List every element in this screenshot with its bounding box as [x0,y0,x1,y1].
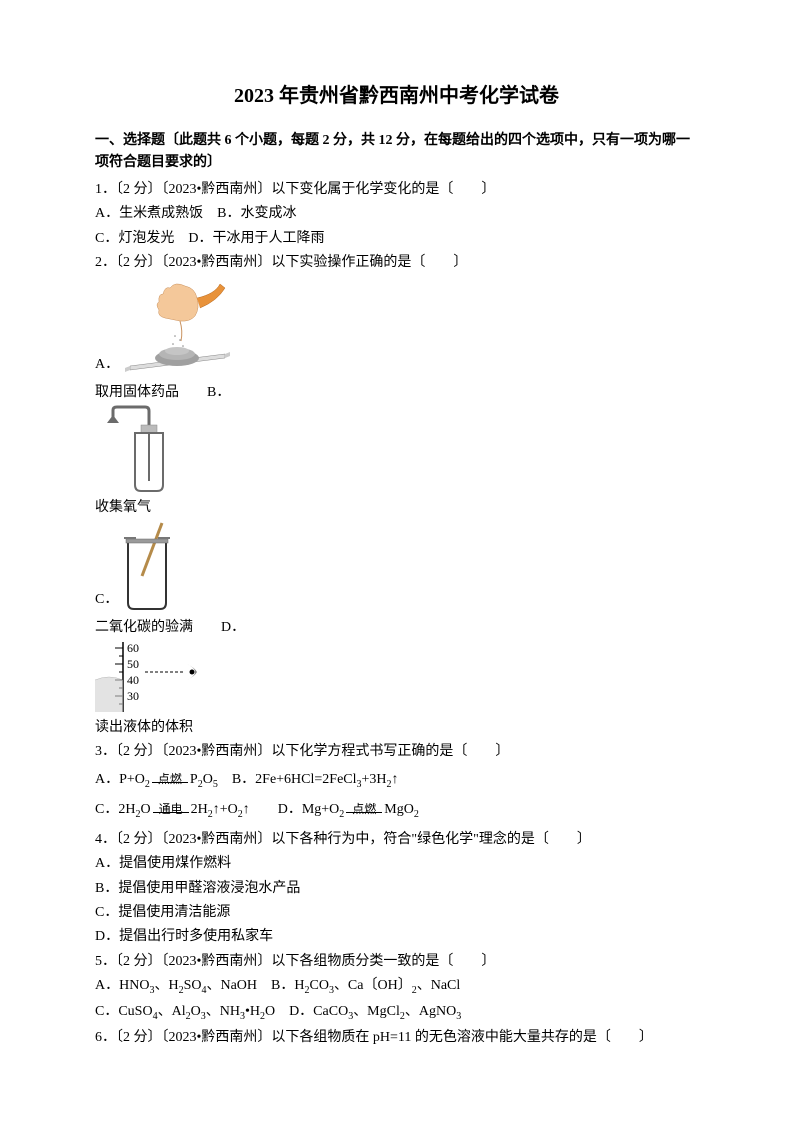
cylinder-icon: 60 50 40 30 [95,640,205,715]
q5-optCD: C．CuSO4、Al2O3、NH3•H2O D．CaCO3、MgCl2、AgNO… [95,1001,698,1025]
q1-optD: D．干冰用于人工降雨 [188,231,324,246]
gas-jar-icon [124,521,184,611]
dianran-label: 点燃 [152,773,188,785]
svg-text:40: 40 [127,673,139,687]
q1-optB: B．水变成冰 [217,206,296,221]
q2-optD-label: D． [221,620,245,635]
q2-afterB-text: 收集氧气 [95,497,698,519]
hand-powder-icon [125,276,245,376]
q1-stem: 1．〔2 分〕〔2023•黔西南州〕以下变化属于化学变化的是〔 〕 [95,179,698,201]
q2-stem: 2．〔2 分〕〔2023•黔西南州〕以下实验操作正确的是〔 〕 [95,252,698,274]
q2-optA-row: A． [95,276,698,376]
q4-optD: D．提倡出行时多使用私家车 [95,926,698,948]
q4-optC: C．提倡使用清洁能源 [95,902,698,924]
q1-options-cd: C．灯泡发光 D．干冰用于人工降雨 [95,228,698,250]
q3-stem: 3．〔2 分〕〔2023•黔西南州〕以下化学方程式书写正确的是〔 〕 [95,741,698,763]
q2-optC-after: 二氧化碳的验满 D． 60 50 40 30 [95,617,698,714]
q2-optA-after: 取用固体药品 B． [95,382,698,494]
q2-optC-label: C． [95,589,118,611]
svg-text:50: 50 [127,657,139,671]
wash-bottle-icon [95,405,165,495]
q4-optB: B．提倡使用甲醛溶液浸泡水产品 [95,878,698,900]
q1-optA: A．生米煮成熟饭 [95,206,203,221]
q5-stem: 5．〔2 分〕〔2023•黔西南州〕以下各组物质分类一致的是〔 〕 [95,951,698,973]
svg-text:60: 60 [127,641,139,655]
q2-optC-row: C． [95,521,698,611]
q1-optC: C．灯泡发光 [95,231,174,246]
q3-line1: A．P+O2点燃P2O5 B．2Fe+6HCl=2FeCl3+3H2↑ [95,769,698,793]
q6-stem: 6．〔2 分〕〔2023•黔西南州〕以下各组物质在 pH=11 的无色溶液中能大… [95,1027,698,1049]
section-header: 一、选择题〔此题共 6 个小题，每题 2 分，共 12 分，在每题给出的四个选项… [95,130,698,175]
q4-stem: 4．〔2 分〕〔2023•黔西南州〕以下各种行为中，符合"绿色化学"理念的是〔 … [95,829,698,851]
dianran-label-2: 点燃 [346,803,382,815]
q5-optAB: A．HNO3、H2SO4、NaOH B．H2CO3、Ca〔OH〕2、NaCl [95,975,698,999]
q2-afterD-text: 读出液体的体积 [95,717,698,739]
q2-optA-label: A． [95,354,119,376]
q1-options-ab: A．生米煮成熟饭 B．水变成冰 [95,203,698,225]
svg-text:30: 30 [127,689,139,703]
tongdian-label: 通电 [153,803,189,815]
q4-optA: A．提倡使用煤作燃料 [95,853,698,875]
q2-afterA-text: 取用固体药品 [95,385,179,400]
q2-afterC-text: 二氧化碳的验满 [95,620,193,635]
page-title: 2023 年贵州省黔西南州中考化学试卷 [95,80,698,112]
q2-optB-label: B． [207,385,230,400]
q3-line2: C．2H2O通电2H2↑+O2↑ D．Mg+O2点燃MgO2 [95,799,698,823]
